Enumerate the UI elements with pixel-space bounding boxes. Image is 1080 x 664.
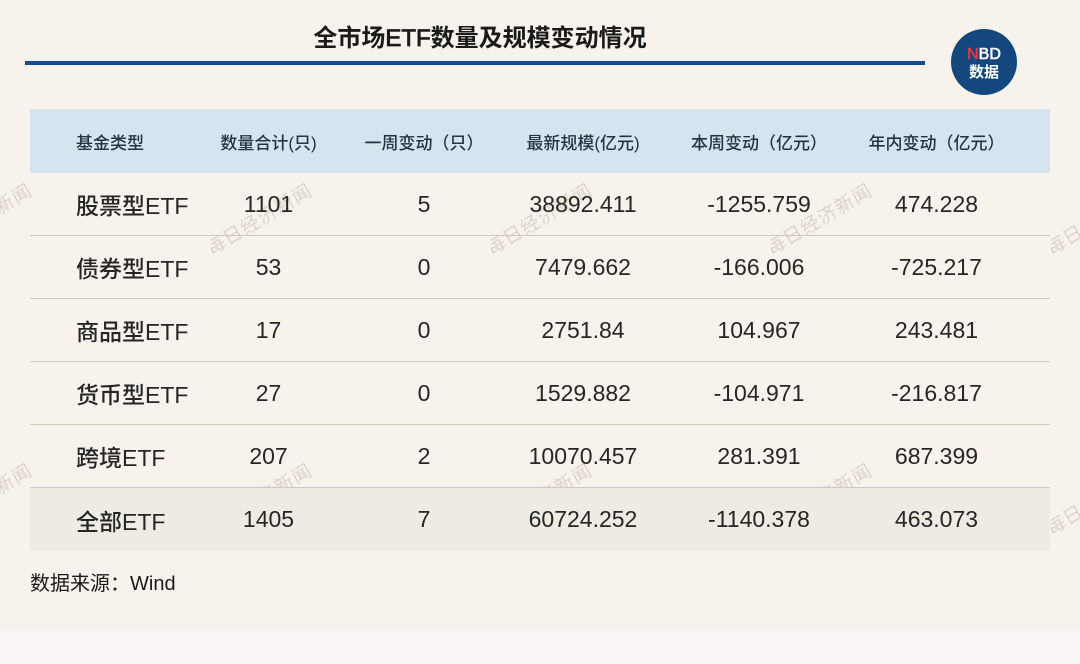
svg-text:数据: 数据 [969,61,999,82]
